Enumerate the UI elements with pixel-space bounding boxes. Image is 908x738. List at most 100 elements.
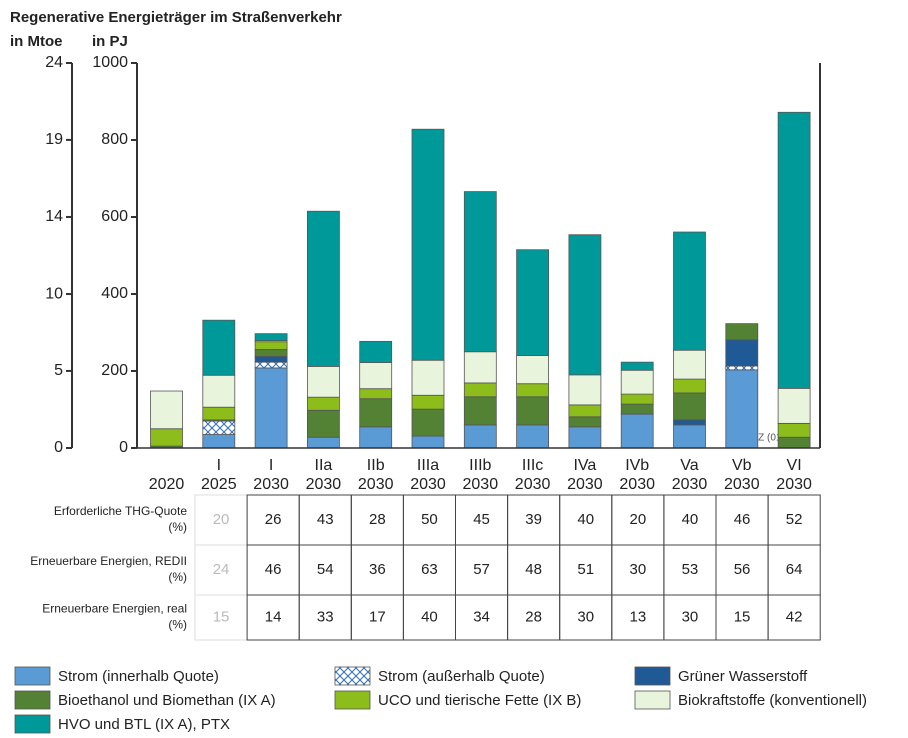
x-tick-label: I <box>217 457 221 474</box>
bar-segment <box>777 387 811 424</box>
table-cell-value: 45 <box>473 511 490 528</box>
bar-segment <box>673 424 706 449</box>
table-cell-value: 46 <box>734 511 751 528</box>
bar-segment <box>725 369 759 449</box>
bar-segment <box>568 426 602 449</box>
table-row-label: (%) <box>168 570 187 584</box>
table-cell-value: 13 <box>630 608 647 625</box>
y-tick-label: 800 <box>101 131 128 148</box>
bar-segment <box>359 362 393 390</box>
table-cell-value: 30 <box>630 561 647 578</box>
bar-segment <box>673 419 706 426</box>
table-cell-value: 28 <box>525 608 542 625</box>
bar-segment <box>516 424 549 449</box>
x-tick-label: IVb <box>625 457 649 474</box>
bar-segment <box>673 349 706 380</box>
bar-segment <box>777 422 811 438</box>
x-tick-label-year: 2025 <box>201 476 237 493</box>
table-cell-value: 48 <box>525 561 542 578</box>
table-cell-value: 63 <box>421 561 438 578</box>
legend-label: UCO und tierische Fette (IX B) <box>378 692 581 709</box>
bar-segment <box>620 403 654 415</box>
x-tick-label-year: 2030 <box>567 476 603 493</box>
x-tick-label: IIb <box>367 457 385 474</box>
bar-segment <box>516 355 549 385</box>
bar-segment <box>411 359 445 396</box>
table-cell-value: 50 <box>421 511 438 528</box>
y2-tick-label: 19 <box>45 131 63 148</box>
bar-segment <box>725 339 759 367</box>
y2-tick-label: 5 <box>54 362 63 379</box>
x-tick-label: I <box>269 457 273 474</box>
table-cell-value: 34 <box>473 608 490 625</box>
bar-segment <box>411 128 445 361</box>
x-tick-label: Vb <box>732 457 752 474</box>
legend-label: Strom (außerhalb Quote) <box>378 668 545 685</box>
bar-segment <box>150 390 183 430</box>
bar-segment <box>463 351 497 384</box>
legend-swatch <box>14 714 51 734</box>
table-cell-value: 28 <box>369 511 386 528</box>
y2-axis-label: in Mtoe <box>10 33 63 50</box>
bar-segment <box>306 409 340 438</box>
bar-segment <box>359 388 393 400</box>
table-cell-value: 30 <box>682 608 699 625</box>
bar-segment <box>516 396 549 426</box>
x-tick-label-year: 2030 <box>358 476 394 493</box>
bar-segment <box>359 398 393 428</box>
legend-swatch <box>634 690 671 710</box>
bar-segment <box>568 374 602 406</box>
table-cell-value: 52 <box>786 511 803 528</box>
table-cell-value: 15 <box>213 608 230 625</box>
x-tick-label-year: 2030 <box>672 476 708 493</box>
table-cell-value: 54 <box>317 561 334 578</box>
legend-label: HVO und BTL (IX A), PTX <box>58 716 230 733</box>
table-cell-value: 53 <box>682 561 699 578</box>
table-cell <box>767 594 821 641</box>
bar-segment <box>568 234 602 376</box>
bar-segment <box>306 365 340 398</box>
bar-segment <box>673 231 706 351</box>
x-tick-label: IIIc <box>522 457 543 474</box>
table-cell-value: 51 <box>577 561 594 578</box>
chart-title: Regenerative Energieträger im Straßenver… <box>10 9 342 26</box>
x-tick-label-year: 2030 <box>306 476 342 493</box>
bar-segment <box>254 341 288 350</box>
y-tick-label: 0 <box>119 439 128 456</box>
legend-swatch <box>334 666 371 686</box>
x-tick-label: IIa <box>315 457 333 474</box>
bar-segment <box>620 413 654 449</box>
bar-segment <box>777 111 811 389</box>
table-cell-value: 33 <box>317 608 334 625</box>
y-tick-label: 1000 <box>92 54 128 71</box>
table-cell-value: 36 <box>369 561 386 578</box>
table-cell-value: 26 <box>265 511 282 528</box>
x-tick-label: IVa <box>573 457 596 474</box>
x-tick-label-year: 2030 <box>776 476 812 493</box>
y2-tick-label: 14 <box>45 208 63 225</box>
legend-label: Bioethanol und Biomethan (IX A) <box>58 692 276 709</box>
bar-segment <box>568 416 602 428</box>
bar-segment <box>620 393 654 405</box>
table-row-label: (%) <box>168 520 187 534</box>
legend-swatch <box>14 666 51 686</box>
bar-segment <box>411 408 445 437</box>
legend-label: Grüner Wasserstoff <box>678 668 808 685</box>
annotation: © DBFZ (01/2021) <box>728 433 810 444</box>
x-tick-label-year: 2030 <box>463 476 499 493</box>
table-cell-value: 40 <box>682 511 699 528</box>
y-tick-label: 400 <box>101 285 128 302</box>
table-cell-value: 42 <box>786 608 803 625</box>
bar-segment <box>202 319 236 376</box>
legend-label: Biokraftstoffe (konventionell) <box>678 692 867 709</box>
bar-segment <box>254 349 288 357</box>
bar-segment <box>306 436 340 449</box>
x-tick-label-year: 2030 <box>619 476 655 493</box>
x-tick-label-year: 2020 <box>149 476 185 493</box>
table-row-label: Erforderliche THG-Quote <box>54 504 187 518</box>
bar-segment <box>463 396 497 426</box>
bar-segment <box>725 323 759 341</box>
bar-segment <box>463 424 497 449</box>
bar-segment <box>202 374 236 408</box>
